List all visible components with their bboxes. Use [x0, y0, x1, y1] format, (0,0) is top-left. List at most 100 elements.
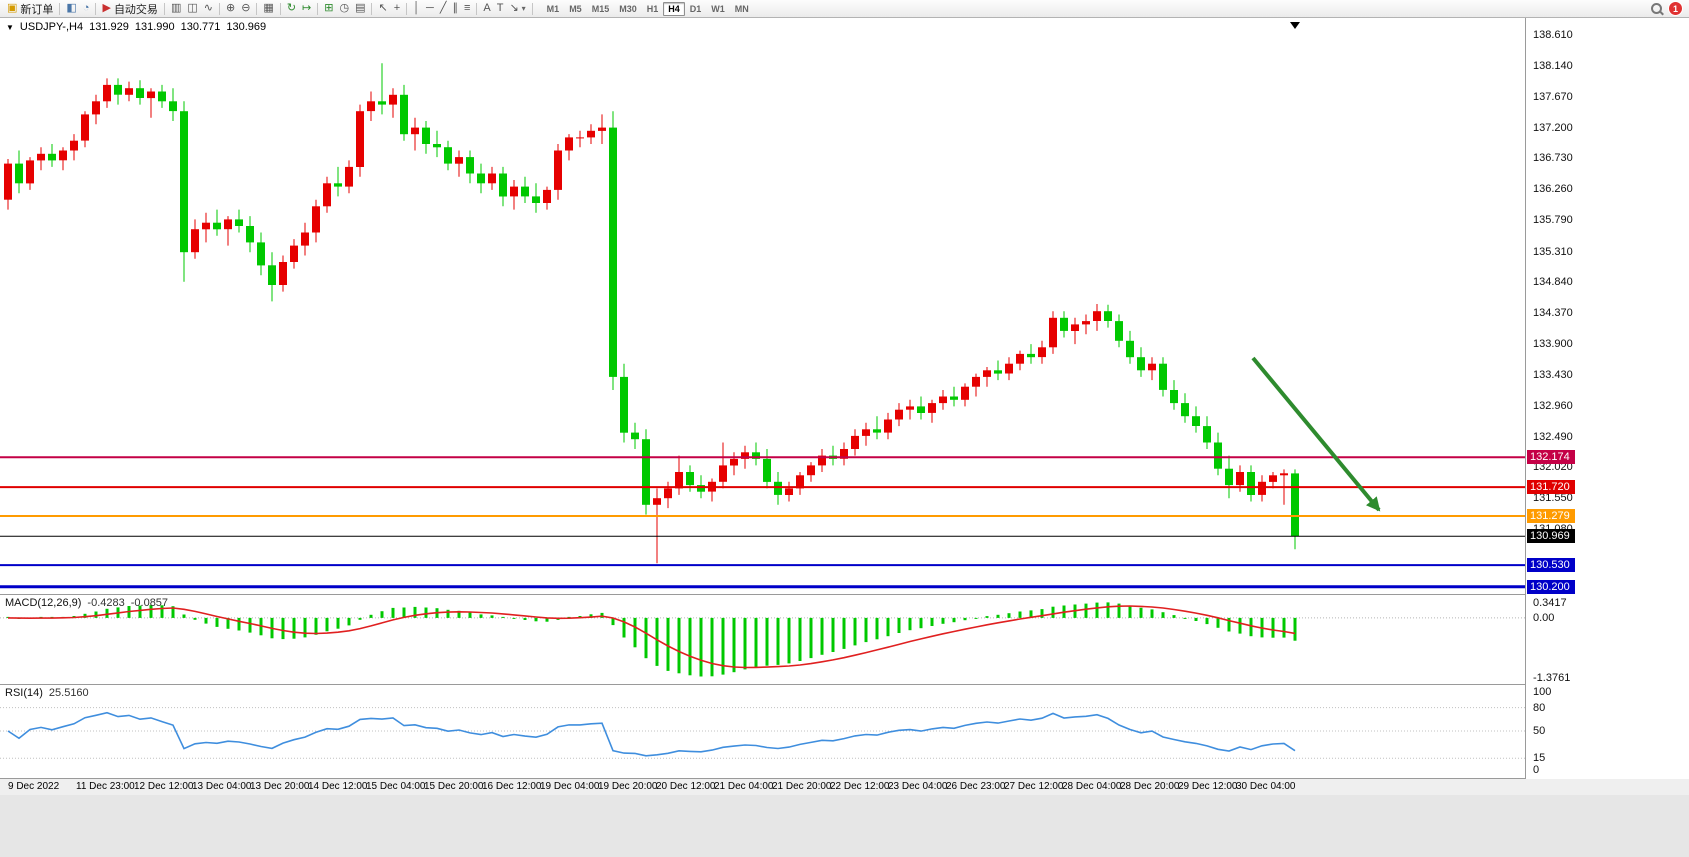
trendline-button[interactable]: ╱ — [437, 1, 450, 16]
candlestick-chart-icon: ◫ — [187, 2, 198, 14]
candle-body — [433, 144, 441, 148]
vertical-line-button[interactable]: │ — [410, 1, 423, 16]
tile-windows-icon: ▦ — [263, 2, 274, 14]
candle-body — [598, 127, 606, 131]
candle-body — [422, 127, 430, 144]
price-axis-tick: 131.550 — [1533, 492, 1573, 505]
candlestick-chart-button[interactable]: ◫ — [184, 1, 200, 16]
timeframe-m5-button[interactable]: M5 — [569, 3, 582, 14]
cursor-button[interactable]: ↖ — [375, 1, 390, 16]
timeframe-d1-button[interactable]: D1 — [689, 3, 702, 14]
macd-value-main: -0.4283 — [87, 597, 125, 609]
chart-canvas[interactable] — [0, 18, 1525, 779]
timeframe-toolbar: M1 M5 M15 M30 H1 H4 D1 W1 MN — [542, 1, 754, 16]
rsi-axis-tick: 80 — [1533, 701, 1546, 714]
new-order-icon: ▣ — [7, 2, 18, 14]
candle-body — [1115, 321, 1123, 341]
time-axis-label: 13 Dec 04:00 — [192, 781, 252, 792]
text-label-button[interactable]: T — [494, 1, 507, 16]
pane-separator-macd[interactable] — [0, 594, 1689, 595]
crosshair-button[interactable]: + — [391, 1, 403, 16]
fibonacci-icon: ≡ — [463, 2, 471, 14]
candle-body — [1159, 363, 1167, 390]
arrows-button[interactable]: ↘ ▾ — [506, 1, 528, 16]
timeframe-h4-button[interactable]: H4 — [663, 1, 685, 16]
candle-body — [400, 94, 408, 135]
candle-body — [664, 488, 672, 499]
auto-trading-button[interactable]: ▶ 自动交易 — [99, 1, 160, 16]
time-axis-label: 26 Dec 23:00 — [946, 781, 1006, 792]
macd-signal-line — [7, 605, 1296, 669]
zoom-out-button[interactable]: ⊖ — [238, 1, 253, 16]
notification-badge[interactable]: 1 — [1668, 1, 1683, 16]
trendline-icon: ╱ — [439, 2, 447, 14]
candle-body — [356, 111, 364, 167]
time-axis-label: 11 Dec 23:00 — [76, 781, 135, 792]
candle-body — [532, 196, 540, 203]
search-icon[interactable] — [1651, 3, 1662, 14]
auto-scroll-icon: ↻ — [286, 2, 297, 14]
timeframe-m1-button[interactable]: M1 — [546, 3, 560, 14]
timeframe-m30-button[interactable]: M30 — [619, 3, 637, 14]
auto-scroll-button[interactable]: ↻ — [284, 1, 299, 16]
time-axis-label: 21 Dec 20:00 — [772, 781, 832, 792]
charts-icon: ◧ — [66, 2, 77, 14]
candle-body — [136, 88, 144, 98]
candle-body — [1258, 481, 1266, 495]
timeframe-h1-button[interactable]: H1 — [646, 3, 659, 14]
toolbar: ▣ 新订单 ◧ ◔ ▶ 自动交易 ▥ ◫ ∿ ⊕ ⊖ ▦ ↻ ↦ ⊞ ◷ ▤ ↖ + │ ─ ╱ ∥ ≡ A T ↘ ▾ M1 M5 M1… — [0, 0, 1689, 18]
indicators-button[interactable]: ⊞ — [321, 1, 336, 16]
periods-button[interactable]: ◷ — [336, 1, 352, 16]
timeframe-w1-button[interactable]: W1 — [711, 3, 725, 14]
candle-body — [224, 219, 232, 230]
candle-body — [59, 150, 67, 161]
auto-trading-icon: ▶ — [102, 2, 111, 14]
candle-body — [620, 376, 628, 433]
toolbar-separator — [476, 2, 478, 15]
time-scale[interactable]: 9 Dec 2022 11 Dec 23:00 12 Dec 12:00 13 Dec… — [0, 779, 1689, 795]
text-icon: A — [483, 2, 491, 14]
macd-name: MACD(12,26,9) — [5, 597, 82, 609]
tile-windows-button[interactable]: ▦ — [260, 1, 276, 16]
time-axis-label: 14 Dec 12:00 — [308, 781, 368, 792]
horizontal-line-button[interactable]: ─ — [423, 1, 437, 16]
candle-body — [455, 157, 463, 164]
ohlc-high: 131.990 — [134, 21, 175, 33]
candle-body — [796, 475, 804, 489]
time-axis-label: 12 Dec 12:00 — [134, 781, 194, 792]
time-axis-label: 19 Dec 04:00 — [540, 781, 600, 792]
candle-body — [752, 452, 760, 459]
timeframe-mn-button[interactable]: MN — [734, 3, 749, 14]
candle-body — [587, 130, 595, 138]
candle-body — [268, 265, 276, 285]
channel-button[interactable]: ∥ — [449, 1, 461, 16]
templates-button[interactable]: ▤ — [352, 1, 368, 16]
chart-shift-button[interactable]: ↦ — [299, 1, 314, 16]
candle-body — [653, 498, 661, 505]
chart-area[interactable]: ▼ USDJPY-,H4 131.929 131.990 130.771 130… — [0, 18, 1689, 795]
candle-body — [378, 101, 386, 105]
new-order-button[interactable]: ▣ 新订单 — [4, 1, 56, 16]
timeframe-m15-button[interactable]: M15 — [591, 3, 610, 14]
line-chart-icon: ∿ — [203, 2, 213, 14]
price-scale[interactable]: 138.610 138.140 137.670 137.200 136.730 136.2… — [1526, 18, 1689, 779]
zoom-in-button[interactable]: ⊕ — [223, 1, 238, 16]
candle-body — [1247, 472, 1255, 495]
candle-body — [1016, 353, 1024, 364]
candle-body — [741, 452, 749, 459]
trend-arrow[interactable] — [1251, 356, 1381, 512]
auto-trading-button-label: 自动交易 — [113, 3, 158, 16]
pane-separator-rsi[interactable] — [0, 684, 1689, 685]
charts-button[interactable]: ◧ — [63, 1, 79, 16]
symbol-expander-icon[interactable]: ▼ — [6, 22, 14, 32]
text-button[interactable]: A — [480, 1, 493, 16]
line-chart-button[interactable]: ∿ — [201, 1, 216, 16]
bar-chart-button[interactable]: ▥ — [168, 1, 184, 16]
profiles-button[interactable]: ◔ — [80, 1, 93, 16]
candle-body — [92, 101, 100, 115]
candle-body — [1181, 403, 1189, 417]
arrows-icon: ↘ — [509, 2, 519, 14]
candle-body — [488, 173, 496, 184]
fibonacci-button[interactable]: ≡ — [461, 1, 473, 16]
vertical-line-icon: │ — [413, 2, 421, 14]
